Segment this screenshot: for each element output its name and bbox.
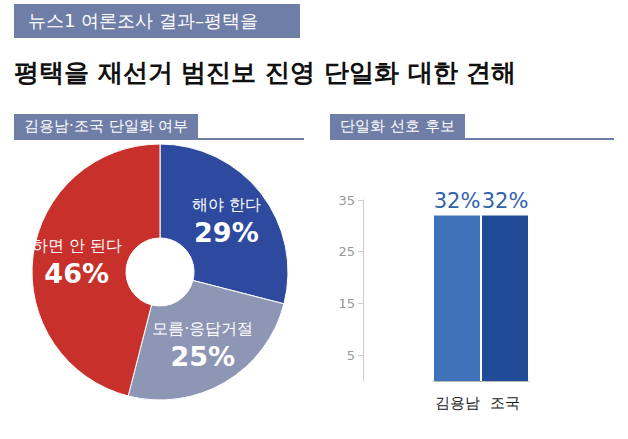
svg-text:김용남: 김용남 (435, 394, 480, 412)
svg-text:하면 안 된다: 하면 안 된다 (32, 236, 122, 255)
svg-text:35: 35 (338, 193, 355, 208)
svg-text:25: 25 (338, 244, 355, 259)
html-text:김용남·조국 단일화 여부: 김용남·조국 단일화 여부 (24, 117, 189, 135)
svg-text:29%: 29% (194, 217, 259, 248)
svg-text:15: 15 (338, 296, 355, 311)
svg-text:46%: 46% (44, 258, 109, 289)
html-text:평택을 재선거 범진보 진영 단일화 대한 견해: 평택을 재선거 범진보 진영 단일화 대한 견해 (14, 58, 517, 87)
html-text:뉴스1 여론조사 결과–평택을: 뉴스1 여론조사 결과–평택을 (28, 10, 258, 31)
svg-text:25%: 25% (170, 341, 235, 372)
svg-text:해야 한다: 해야 한다 (192, 195, 261, 214)
svg-text:32%: 32% (434, 189, 481, 213)
svg-text:모름·응답거절: 모름·응답거절 (152, 319, 253, 338)
svg-text:32%: 32% (482, 189, 529, 213)
svg-text:5: 5 (347, 348, 355, 363)
svg-text:조국: 조국 (490, 394, 520, 412)
html-text:단일화 선호 후보: 단일화 선호 후보 (340, 117, 455, 135)
